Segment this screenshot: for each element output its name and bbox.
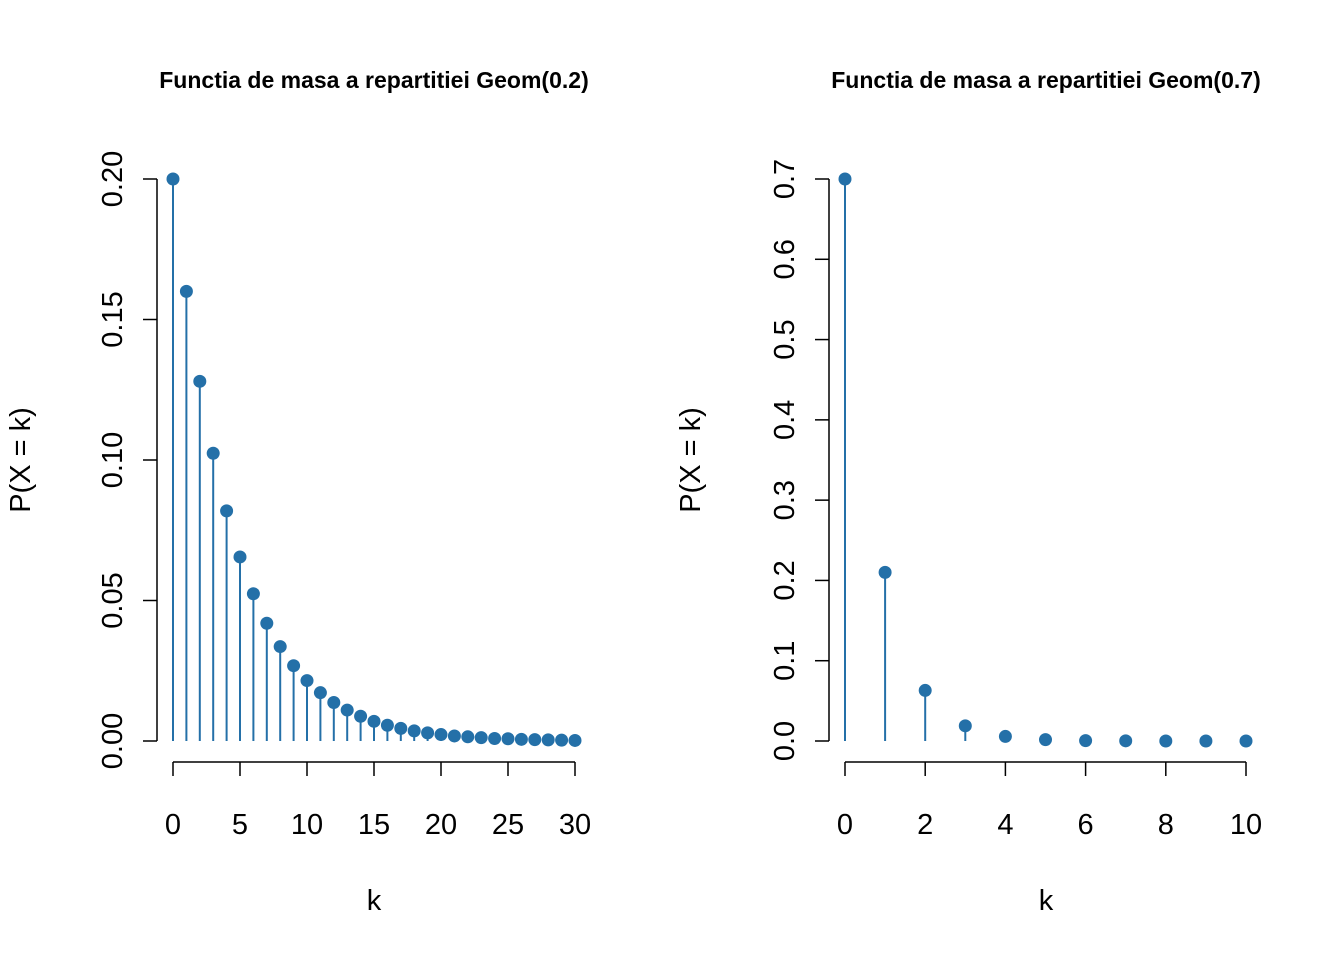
data-point bbox=[300, 674, 314, 688]
data-point bbox=[206, 446, 220, 460]
data-point bbox=[958, 719, 972, 733]
data-point bbox=[246, 587, 260, 601]
data-point bbox=[488, 731, 502, 745]
data-point bbox=[367, 714, 381, 728]
data-point bbox=[407, 724, 421, 738]
x-axis-label: k bbox=[367, 885, 382, 917]
y-tick-label: 0.20 bbox=[97, 151, 129, 207]
data-point bbox=[380, 718, 394, 732]
data-point bbox=[1239, 734, 1253, 748]
data-point bbox=[878, 565, 892, 579]
data-point bbox=[447, 729, 461, 743]
y-tick-label: 0.3 bbox=[769, 480, 801, 520]
data-point bbox=[166, 172, 180, 186]
data-point bbox=[233, 550, 247, 564]
y-tick-label: 0.6 bbox=[769, 239, 801, 279]
y-tick-label: 0.1 bbox=[769, 641, 801, 681]
data-point bbox=[354, 709, 368, 723]
data-point bbox=[568, 733, 582, 747]
data-point bbox=[313, 686, 327, 700]
data-point bbox=[918, 683, 932, 697]
y-tick-label: 0.2 bbox=[769, 560, 801, 600]
data-point bbox=[340, 703, 354, 717]
data-point bbox=[421, 726, 435, 740]
x-tick-label: 10 bbox=[1230, 809, 1262, 841]
x-axis-label: k bbox=[1039, 885, 1054, 917]
data-point bbox=[1119, 734, 1133, 748]
data-point bbox=[260, 616, 274, 630]
y-axis-label: P(X = k) bbox=[675, 407, 707, 513]
data-point bbox=[541, 733, 555, 747]
x-tick-label: 30 bbox=[559, 809, 591, 841]
data-point bbox=[461, 730, 475, 744]
chart-title: Functia de masa a repartitiei Geom(0.2) bbox=[159, 67, 588, 93]
x-tick-label: 8 bbox=[1158, 809, 1174, 841]
data-point bbox=[179, 284, 193, 298]
chart-panel-geom-0-7: Functia de masa a repartitiei Geom(0.7) … bbox=[675, 67, 1262, 917]
x-tick-label: 5 bbox=[232, 809, 248, 841]
data-point bbox=[394, 721, 408, 735]
y-tick-label: 0.4 bbox=[769, 400, 801, 440]
x-tick-label: 20 bbox=[425, 809, 457, 841]
data-point bbox=[1039, 733, 1052, 747]
data-point bbox=[327, 696, 341, 710]
y-tick-label: 0.5 bbox=[769, 319, 801, 359]
data-point bbox=[555, 733, 569, 747]
y-tick-label: 0.05 bbox=[97, 572, 129, 628]
data-point bbox=[220, 504, 234, 518]
data-point bbox=[434, 728, 448, 742]
data-point bbox=[501, 732, 515, 746]
data-point bbox=[474, 731, 488, 745]
y-tick-label: 0.00 bbox=[97, 713, 129, 769]
x-tick-label: 0 bbox=[165, 809, 181, 841]
x-tick-label: 10 bbox=[291, 809, 323, 841]
x-tick-label: 25 bbox=[492, 809, 524, 841]
chart-panel-geom-0-2: Functia de masa a repartitiei Geom(0.2) … bbox=[5, 67, 591, 917]
chart-title: Functia de masa a repartitiei Geom(0.7) bbox=[831, 67, 1260, 93]
data-point bbox=[1159, 734, 1173, 748]
data-point bbox=[193, 374, 207, 388]
y-tick-label: 0.7 bbox=[769, 159, 801, 199]
x-tick-label: 15 bbox=[358, 809, 390, 841]
y-tick-label: 0.15 bbox=[97, 291, 129, 347]
data-point bbox=[287, 659, 301, 673]
x-tick-label: 6 bbox=[1078, 809, 1094, 841]
data-point bbox=[1199, 734, 1213, 748]
y-tick-label: 0.10 bbox=[97, 432, 129, 488]
x-tick-label: 0 bbox=[837, 809, 853, 841]
data-point bbox=[998, 729, 1012, 743]
x-tick-label: 2 bbox=[917, 809, 933, 841]
data-point bbox=[528, 733, 542, 747]
data-point bbox=[838, 172, 852, 186]
data-point bbox=[514, 732, 528, 746]
y-axis-label: P(X = k) bbox=[5, 407, 37, 513]
y-tick-label: 0.0 bbox=[769, 721, 801, 761]
data-point bbox=[273, 640, 287, 654]
x-tick-label: 4 bbox=[997, 809, 1013, 841]
data-point bbox=[1079, 734, 1093, 748]
